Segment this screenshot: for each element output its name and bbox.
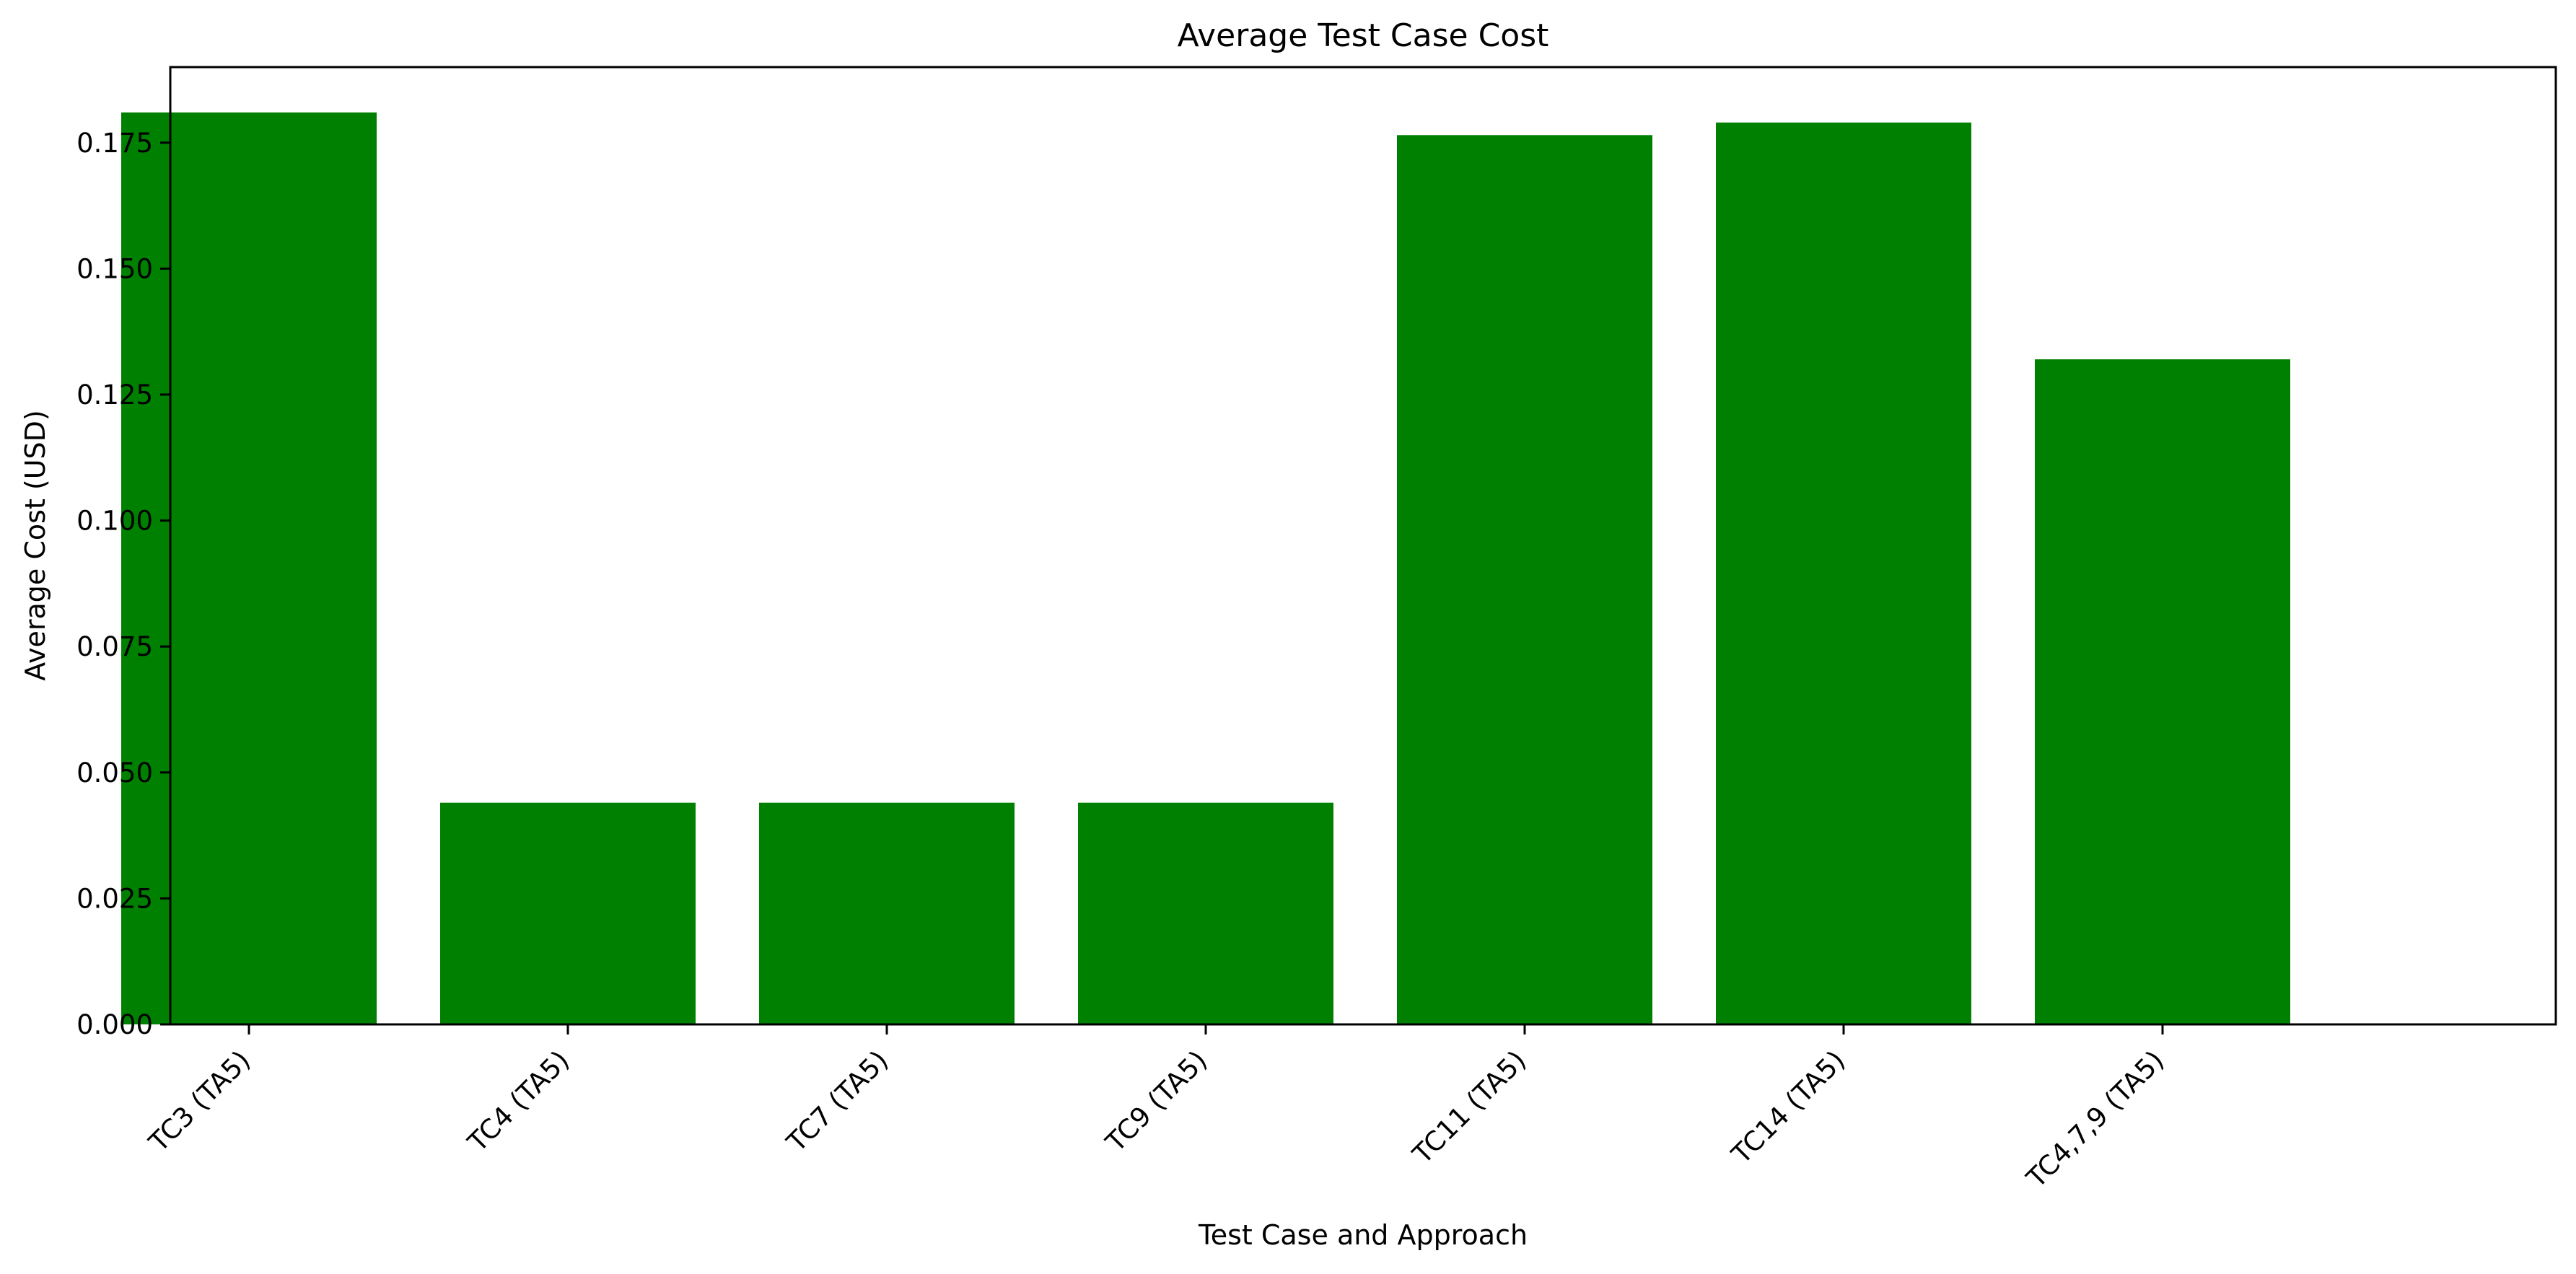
bar xyxy=(1397,135,1652,1024)
bar xyxy=(759,802,1015,1024)
x-axis-label: Test Case and Approach xyxy=(1198,1219,1528,1251)
chart-title: Average Test Case Cost xyxy=(1178,17,1549,54)
bars-group xyxy=(121,112,2290,1025)
plot-area-frame xyxy=(169,66,2557,1026)
y-tick-label: 0.100 xyxy=(76,506,153,537)
x-tick-label: TC11 (TA5) xyxy=(1406,1045,1532,1170)
x-tick-label: TC9 (TA5) xyxy=(1100,1045,1214,1159)
x-tick-label: TC4 (TA5) xyxy=(462,1045,576,1159)
x-tick-label: TC14 (TA5) xyxy=(1725,1045,1851,1170)
y-tick-label: 0.175 xyxy=(76,128,153,159)
bar xyxy=(2035,359,2290,1024)
x-axis: TC3 (TA5) TC4 (TA5) TC7 (TA5) TC9 (TA5) TC11… xyxy=(143,1024,2170,1195)
bar xyxy=(121,112,377,1024)
y-axis-label: Average Cost (USD) xyxy=(19,410,51,681)
y-axis: 0.000 0.025 0.050 0.075 0.100 0.125 0.150 0.175 xyxy=(76,128,170,1040)
bar xyxy=(1716,122,1971,1025)
y-tick-label: 0.025 xyxy=(76,883,153,914)
bar xyxy=(1078,802,1333,1024)
y-tick-label: 0.075 xyxy=(76,631,153,662)
y-tick-label: 0.150 xyxy=(76,253,153,284)
x-tick-label: TC3 (TA5) xyxy=(143,1045,257,1159)
bar xyxy=(440,802,696,1024)
y-tick-label: 0.000 xyxy=(76,1009,153,1040)
y-tick-label: 0.050 xyxy=(76,757,153,788)
y-tick-label: 0.125 xyxy=(76,379,153,410)
x-tick-label: TC7 (TA5) xyxy=(781,1045,895,1159)
x-tick-label: TC4,7,9 (TA5) xyxy=(2020,1045,2170,1195)
